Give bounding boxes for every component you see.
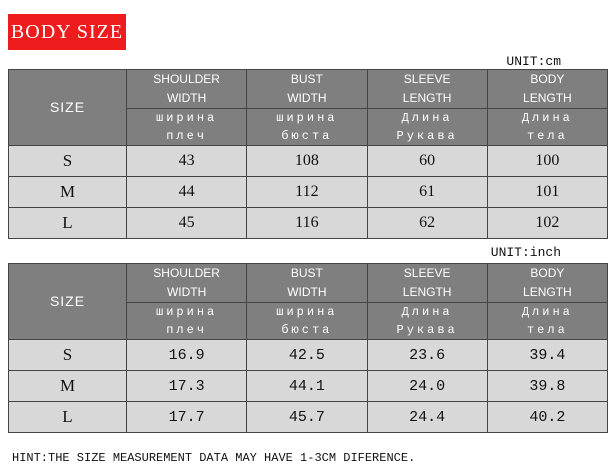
table-row: L 17.7 45.7 24.4 40.2 [8,401,609,433]
value-cell: 100 [486,145,609,177]
header-bust-width: BUST WIDTH [246,69,368,109]
value-cell: 16.9 [125,339,248,371]
value-cell: 42.5 [246,339,368,371]
value-cell: 45 [125,207,248,239]
size-column-header: SIZE [8,263,127,340]
header-shoulder-width: SHOULDER WIDTH [125,263,248,303]
header-shoulder-width-ru: ширина плеч [125,108,248,146]
measurement-hint: HINT:THE SIZE MEASUREMENT DATA MAY HAVE … [12,451,416,465]
header-body-length-ru: Длина тела [486,108,609,146]
size-table-inch: SIZE SHOULDER WIDTH BUST WIDTH SLEEVE LENGT… [8,263,609,433]
header-body-length: BODY LENGTH [486,69,609,109]
header-shoulder-width: SHOULDER WIDTH [125,69,248,109]
table-row: S 43 108 60 100 [8,145,609,177]
value-cell: 40.2 [486,401,609,433]
size-cell: M [8,176,127,208]
header-sleeve-length-ru: Длина Рукава [366,302,488,340]
header-row-russian: ширина плеч ширина бюста Длина Рукава Длина… [9,108,609,146]
value-cell: 23.6 [366,339,488,371]
table-row: S 16.9 42.5 23.6 39.4 [8,339,609,371]
header-bust-width-ru: ширина бюста [246,108,368,146]
value-cell: 39.8 [486,370,609,402]
value-cell: 60 [366,145,488,177]
table-row: M 17.3 44.1 24.0 39.8 [8,370,609,402]
header-bust-width: BUST WIDTH [246,263,368,303]
value-cell: 43 [125,145,248,177]
value-cell: 61 [366,176,488,208]
header-row-english: SIZE SHOULDER WIDTH BUST WIDTH SLEEVE LENGT… [8,69,609,146]
value-cell: 45.7 [246,401,368,433]
size-column-header: SIZE [8,69,127,146]
header-row-english: SIZE SHOULDER WIDTH BUST WIDTH SLEEVE LENGT… [8,263,609,340]
value-cell: 62 [366,207,488,239]
header-body-length: BODY LENGTH [486,263,609,303]
value-cell: 39.4 [486,339,609,371]
value-cell: 101 [486,176,609,208]
value-cell: 108 [246,145,368,177]
value-cell: 44 [125,176,248,208]
size-cell: S [8,339,127,371]
value-cell: 116 [246,207,368,239]
body-size-title: BODY SIZE [8,14,126,50]
value-cell: 17.3 [125,370,248,402]
value-cell: 17.7 [125,401,248,433]
header-body-length-ru: Длина тела [486,302,609,340]
size-cell: M [8,370,127,402]
header-sleeve-length-ru: Длина Рукава [366,108,488,146]
size-cell: S [8,145,127,177]
unit-label-inch: UNIT:inch [490,245,561,260]
value-cell: 24.4 [366,401,488,433]
size-cell: L [8,207,127,239]
value-cell: 112 [246,176,368,208]
header-row-russian: ширина плеч ширина бюста Длина Рукава Длина… [9,302,609,340]
value-cell: 102 [486,207,609,239]
value-cell: 24.0 [366,370,488,402]
header-sleeve-length: SLEEVE LENGTH [366,69,488,109]
header-bust-width-ru: ширина бюста [246,302,368,340]
size-table-cm: SIZE SHOULDER WIDTH BUST WIDTH SLEEVE LENGT… [8,69,609,239]
size-cell: L [8,401,127,433]
table-row: L 45 116 62 102 [8,207,609,239]
header-shoulder-width-ru: ширина плеч [125,302,248,340]
header-sleeve-length: SLEEVE LENGTH [366,263,488,303]
unit-label-cm: UNIT:cm [506,54,561,69]
value-cell: 44.1 [246,370,368,402]
table-row: M 44 112 61 101 [8,176,609,208]
